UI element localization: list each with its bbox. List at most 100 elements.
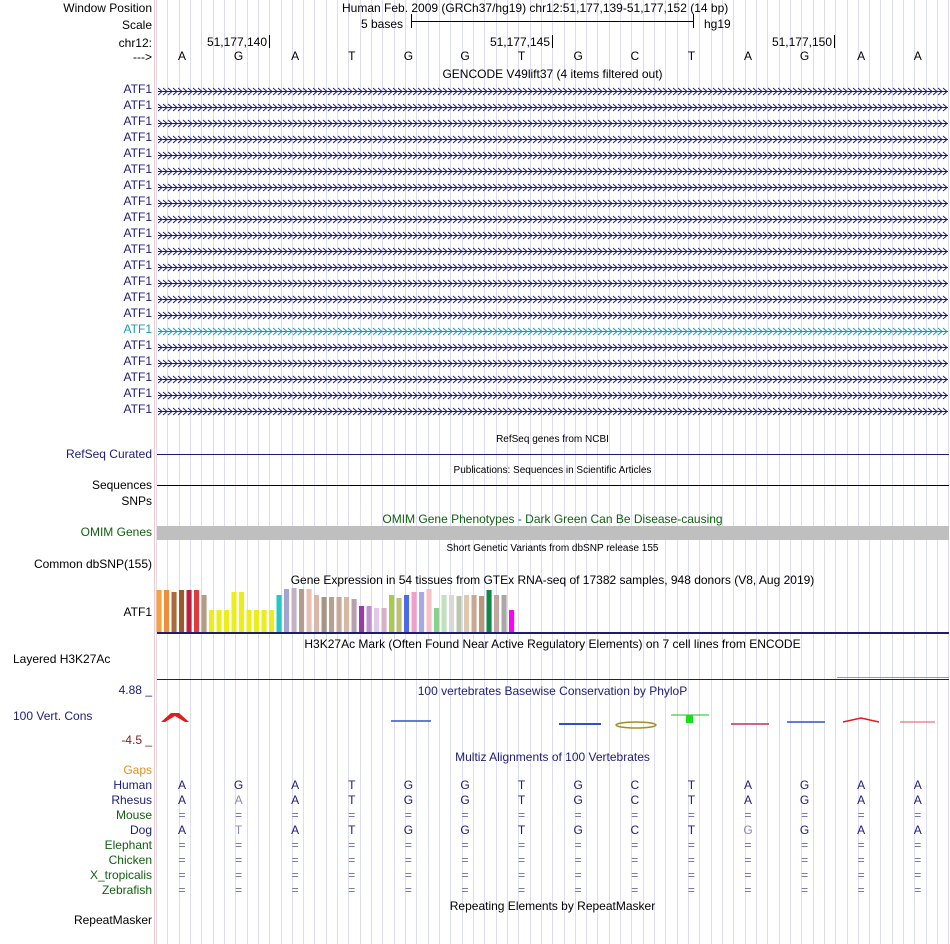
gencode-transcript-label[interactable]: ATF1 bbox=[123, 226, 152, 240]
gtex-tissue-bar[interactable] bbox=[171, 592, 177, 632]
gencode-transcript-track[interactable] bbox=[157, 101, 948, 112]
gencode-transcript-label[interactable]: ATF1 bbox=[123, 146, 152, 160]
refseq-gene-line[interactable] bbox=[157, 454, 949, 455]
gencode-transcript-label[interactable]: ATF1 bbox=[123, 338, 152, 352]
gencode-transcript-label[interactable]: ATF1 bbox=[123, 130, 152, 144]
gtex-tissue-bar[interactable] bbox=[299, 589, 305, 632]
gtex-tissue-bar[interactable] bbox=[314, 595, 320, 632]
dbsnp-title[interactable]: Short Genetic Variants from dbSNP releas… bbox=[446, 543, 659, 554]
gencode-transcript-label[interactable]: ATF1 bbox=[123, 306, 152, 320]
gtex-tissue-bar[interactable] bbox=[456, 596, 462, 632]
gencode-transcript-label[interactable]: ATF1 bbox=[123, 114, 152, 128]
species-label[interactable]: Zebrafish bbox=[101, 883, 152, 897]
gencode-transcript-track[interactable] bbox=[157, 357, 948, 368]
gencode-title[interactable]: GENCODE V49lift37 (4 items filtered out) bbox=[442, 67, 663, 81]
gencode-transcript-label[interactable]: ATF1 bbox=[123, 162, 152, 176]
omim-title[interactable]: OMIM Gene Phenotypes - Dark Green Can Be… bbox=[382, 512, 723, 526]
gencode-transcript-label[interactable]: ATF1 bbox=[123, 242, 152, 256]
gencode-transcript-label[interactable]: ATF1 bbox=[123, 290, 152, 304]
gencode-transcript-track[interactable] bbox=[157, 293, 948, 304]
species-label[interactable]: Elephant bbox=[104, 838, 152, 852]
gencode-transcript-track[interactable] bbox=[157, 341, 948, 352]
species-label[interactable]: X_tropicalis bbox=[89, 868, 152, 882]
gtex-tissue-bar[interactable] bbox=[246, 610, 252, 632]
gtex-tissue-bar[interactable] bbox=[381, 608, 387, 632]
gtex-tissue-bar[interactable] bbox=[396, 598, 402, 632]
phylop-label[interactable]: 100 Vert. Cons bbox=[13, 709, 93, 723]
gtex-tissue-bar[interactable] bbox=[479, 596, 485, 632]
gtex-tissue-bar[interactable] bbox=[231, 592, 237, 632]
gencode-transcript-track[interactable] bbox=[157, 117, 948, 128]
gtex-tissue-bar[interactable] bbox=[321, 597, 327, 632]
gtex-tissue-bar[interactable] bbox=[156, 590, 162, 632]
gencode-transcript-track[interactable] bbox=[157, 181, 948, 192]
species-label[interactable]: Human bbox=[113, 778, 152, 792]
gtex-tissue-bar[interactable] bbox=[164, 590, 170, 632]
species-label[interactable]: Rhesus bbox=[111, 793, 152, 807]
gencode-transcript-label[interactable]: ATF1 bbox=[123, 258, 152, 272]
omim-phenotype-bar[interactable] bbox=[157, 526, 949, 540]
gtex-tissue-bar[interactable] bbox=[471, 595, 477, 632]
publications-title[interactable]: Publications: Sequences in Scientific Ar… bbox=[453, 465, 652, 476]
phylop-title[interactable]: 100 vertebrates Basewise Conservation by… bbox=[417, 684, 688, 698]
gtex-tissue-bar[interactable] bbox=[419, 592, 425, 632]
gtex-tissue-bar[interactable] bbox=[374, 608, 380, 632]
gencode-transcript-label[interactable]: ATF1 bbox=[123, 322, 152, 336]
gencode-transcript-track[interactable] bbox=[157, 325, 948, 336]
gtex-tissue-bar[interactable] bbox=[224, 610, 230, 632]
sequences-label[interactable]: Sequences bbox=[91, 478, 152, 492]
gtex-tissue-bar[interactable] bbox=[261, 610, 267, 632]
gencode-transcript-label[interactable]: ATF1 bbox=[123, 354, 152, 368]
gencode-transcript-track[interactable] bbox=[157, 245, 948, 256]
refseq-title[interactable]: RefSeq genes from NCBI bbox=[496, 434, 609, 445]
gencode-transcript-label[interactable]: ATF1 bbox=[123, 274, 152, 288]
gtex-tissue-bar[interactable] bbox=[426, 589, 432, 632]
gencode-transcript-label[interactable]: ATF1 bbox=[123, 98, 152, 112]
gtex-bar-chart[interactable] bbox=[155, 586, 535, 632]
gtex-tissue-bar[interactable] bbox=[269, 610, 275, 632]
gencode-transcript-track[interactable] bbox=[157, 165, 948, 176]
gtex-gene-label[interactable]: ATF1 bbox=[123, 605, 152, 619]
gtex-tissue-bar[interactable] bbox=[306, 589, 312, 632]
gtex-tissue-bar[interactable] bbox=[501, 595, 507, 632]
gencode-transcript-label[interactable]: ATF1 bbox=[123, 82, 152, 96]
gencode-transcript-track[interactable] bbox=[157, 213, 948, 224]
gtex-tissue-bar[interactable] bbox=[284, 589, 290, 632]
gencode-transcript-track[interactable] bbox=[157, 277, 948, 288]
gtex-tissue-bar[interactable] bbox=[464, 595, 470, 632]
gtex-tissue-bar[interactable] bbox=[434, 608, 440, 632]
gtex-tissue-bar[interactable] bbox=[509, 610, 515, 632]
phylop-wiggle[interactable] bbox=[155, 700, 950, 740]
gtex-tissue-bar[interactable] bbox=[186, 590, 192, 632]
gencode-transcript-track[interactable] bbox=[157, 389, 948, 400]
gtex-tissue-bar[interactable] bbox=[194, 590, 200, 632]
gencode-transcript-track[interactable] bbox=[157, 85, 948, 96]
species-label[interactable]: Chicken bbox=[108, 853, 152, 867]
gtex-tissue-bar[interactable] bbox=[209, 610, 215, 632]
gencode-transcript-track[interactable] bbox=[157, 373, 948, 384]
refseq-label[interactable]: RefSeq Curated bbox=[65, 447, 152, 461]
gtex-tissue-bar[interactable] bbox=[486, 590, 492, 632]
gtex-tissue-bar[interactable] bbox=[254, 610, 260, 632]
gtex-tissue-bar[interactable] bbox=[291, 588, 297, 632]
gencode-transcript-track[interactable] bbox=[157, 229, 948, 240]
gtex-title[interactable]: Gene Expression in 54 tissues from GTEx … bbox=[290, 573, 815, 587]
repeatmasker-title[interactable]: Repeating Elements by RepeatMasker bbox=[449, 899, 656, 913]
h3k27ac-title[interactable]: H3K27Ac Mark (Often Found Near Active Re… bbox=[304, 637, 801, 651]
track-display-area[interactable]: Human Feb. 2009 (GRCh37/hg19) chr12:51,1… bbox=[155, 0, 950, 944]
gencode-transcript-track[interactable] bbox=[157, 405, 948, 416]
gencode-transcript-label[interactable]: ATF1 bbox=[123, 386, 152, 400]
gtex-tissue-bar[interactable] bbox=[201, 595, 207, 632]
multiz-title[interactable]: Multiz Alignments of 100 Vertebrates bbox=[455, 750, 650, 764]
gencode-transcript-label[interactable]: ATF1 bbox=[123, 210, 152, 224]
gtex-tissue-bar[interactable] bbox=[441, 595, 447, 632]
repeatmasker-label[interactable]: RepeatMasker bbox=[73, 913, 152, 927]
gtex-tissue-bar[interactable] bbox=[411, 592, 417, 632]
gaps-label[interactable]: Gaps bbox=[123, 763, 152, 777]
gencode-transcript-track[interactable] bbox=[157, 149, 948, 160]
gtex-tissue-bar[interactable] bbox=[494, 595, 500, 632]
omim-label[interactable]: OMIM Genes bbox=[80, 525, 152, 539]
gtex-tissue-bar[interactable] bbox=[344, 597, 350, 632]
gencode-transcript-label[interactable]: ATF1 bbox=[123, 194, 152, 208]
